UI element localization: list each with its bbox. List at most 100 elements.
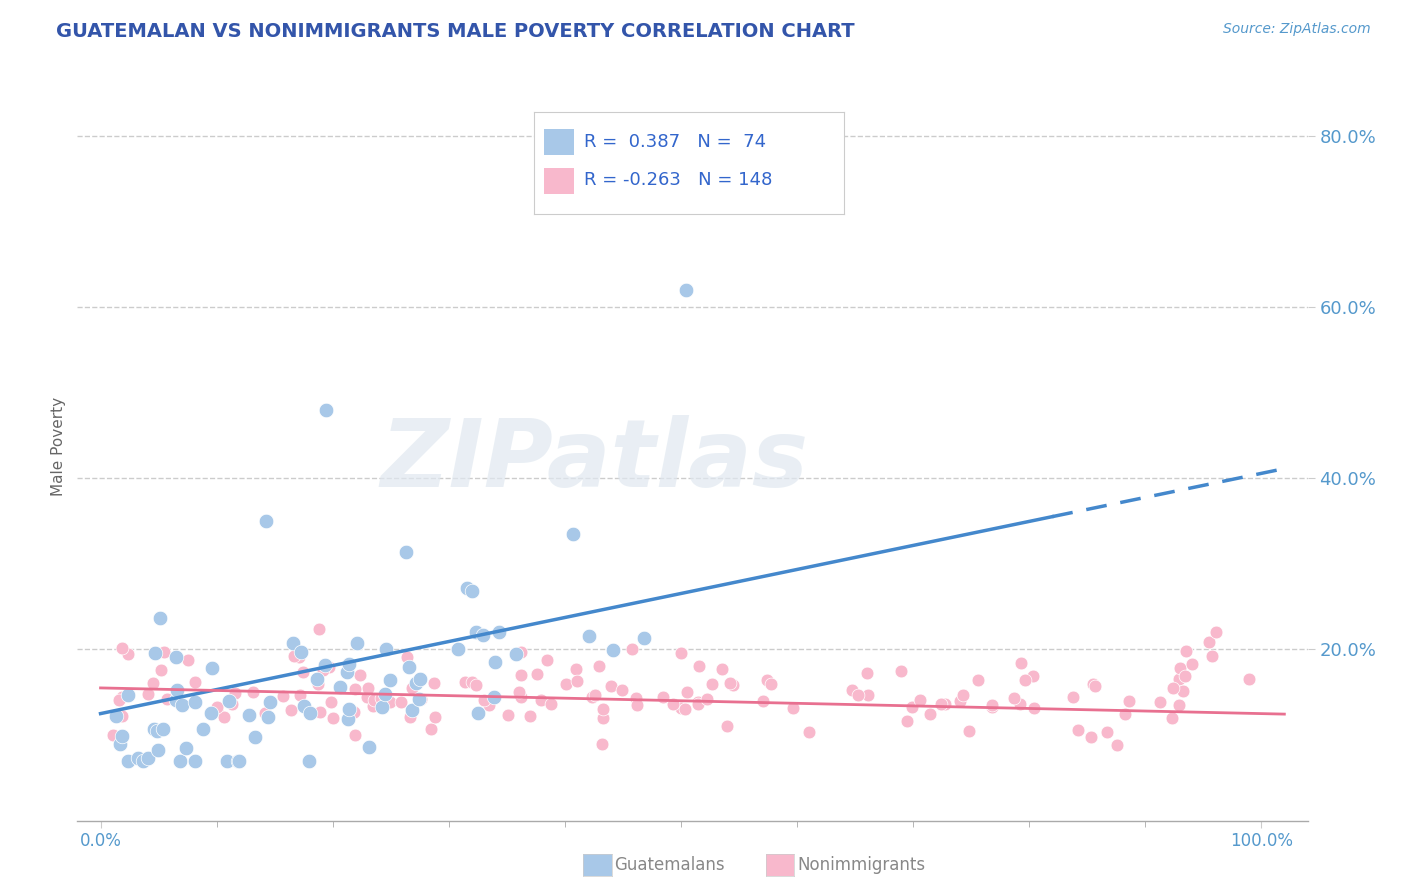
Point <box>585 688 607 702</box>
Point <box>711 662 734 676</box>
Point <box>478 698 501 712</box>
Point <box>446 641 468 656</box>
Point <box>292 699 315 714</box>
Point <box>117 647 139 661</box>
Text: R = -0.263   N = 148: R = -0.263 N = 148 <box>583 171 772 189</box>
Point <box>228 754 250 768</box>
Point <box>592 711 614 725</box>
Point <box>554 677 576 691</box>
Point <box>183 675 205 690</box>
Point <box>153 645 176 659</box>
Point <box>212 710 235 724</box>
Point <box>290 645 312 659</box>
Point <box>1239 672 1261 686</box>
Point <box>696 691 718 706</box>
Point <box>1175 644 1198 658</box>
Point <box>307 672 329 686</box>
Point <box>1008 697 1031 711</box>
Point <box>471 628 494 642</box>
Point <box>967 673 990 688</box>
Point <box>496 707 519 722</box>
Point <box>420 722 443 736</box>
Point <box>146 723 169 738</box>
Point <box>505 648 527 662</box>
Point <box>218 694 240 708</box>
Point <box>484 690 506 704</box>
Point <box>592 702 614 716</box>
FancyBboxPatch shape <box>544 168 575 194</box>
Point <box>329 680 352 694</box>
Point <box>170 698 193 712</box>
Point <box>620 642 643 657</box>
Point <box>460 584 482 599</box>
Point <box>530 693 553 707</box>
Point <box>290 688 312 702</box>
Point <box>395 545 418 559</box>
Point <box>1168 661 1191 675</box>
Point <box>127 751 149 765</box>
Point <box>841 683 863 698</box>
Point <box>215 754 238 768</box>
Point <box>288 650 311 665</box>
Point <box>721 677 744 691</box>
Point <box>1201 649 1223 664</box>
Point <box>1118 694 1140 708</box>
Text: GUATEMALAN VS NONIMMIGRANTS MALE POVERTY CORRELATION CHART: GUATEMALAN VS NONIMMIGRANTS MALE POVERTY… <box>56 22 855 41</box>
Point <box>908 693 931 707</box>
Point <box>136 687 159 701</box>
Point <box>254 514 277 528</box>
Point <box>1160 711 1182 725</box>
Point <box>669 646 692 660</box>
Point <box>201 661 224 675</box>
Point <box>111 729 134 743</box>
Point <box>980 698 1002 713</box>
Point <box>356 690 378 705</box>
Point <box>1107 738 1129 752</box>
Point <box>752 694 775 708</box>
Point <box>423 676 446 690</box>
Point <box>702 677 724 691</box>
Point <box>111 708 134 723</box>
Point <box>174 740 197 755</box>
Point <box>405 676 427 690</box>
Point <box>363 692 385 706</box>
Point <box>602 642 624 657</box>
Point <box>425 710 447 724</box>
Point <box>567 674 589 689</box>
Point <box>401 681 423 695</box>
Point <box>1010 656 1032 670</box>
Point <box>110 690 132 704</box>
Point <box>453 675 475 690</box>
Point <box>624 691 647 706</box>
Point <box>673 702 696 716</box>
Point <box>526 667 548 681</box>
Point <box>344 682 367 697</box>
Point <box>200 706 222 721</box>
Point <box>1081 677 1104 691</box>
Point <box>1063 690 1085 704</box>
Point <box>716 719 738 733</box>
Point <box>146 743 169 757</box>
Point <box>934 697 956 711</box>
Point <box>389 696 412 710</box>
Point <box>1067 723 1090 737</box>
Point <box>298 706 321 720</box>
Point <box>856 688 879 702</box>
Point <box>143 722 166 736</box>
Point <box>981 700 1004 714</box>
Point <box>1167 672 1189 686</box>
Point <box>318 660 340 674</box>
Point <box>1205 624 1227 639</box>
Point <box>756 673 779 687</box>
Point <box>1174 669 1197 683</box>
Point <box>117 754 139 768</box>
Point <box>464 678 486 692</box>
Point <box>103 728 125 742</box>
Point <box>378 673 401 688</box>
Point <box>243 731 266 745</box>
Point <box>309 705 332 719</box>
Point <box>343 705 366 719</box>
Point <box>346 635 368 649</box>
Point <box>207 700 229 714</box>
Point <box>349 668 371 682</box>
